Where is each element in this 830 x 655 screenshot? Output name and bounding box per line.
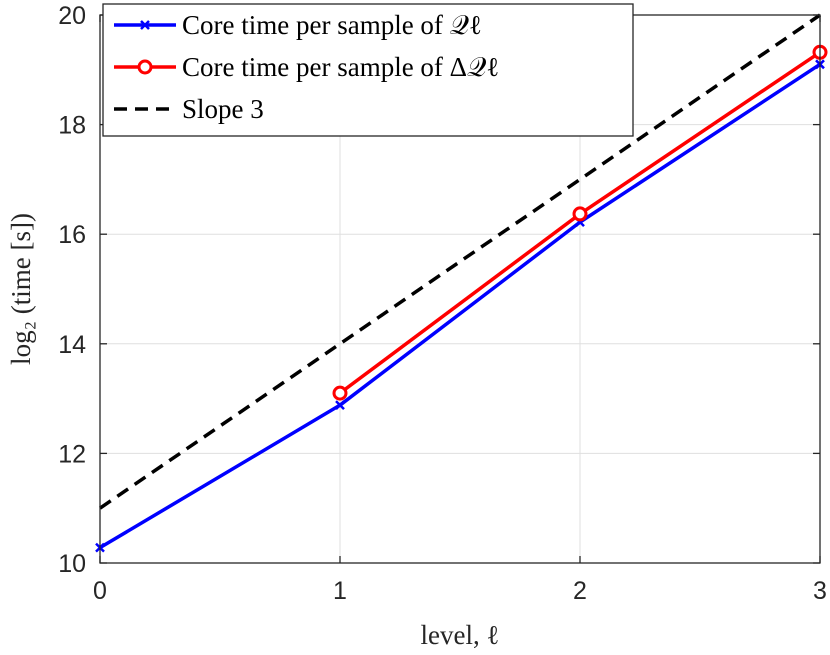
x-tick-label: 0 — [93, 577, 107, 605]
series-layer — [95, 13, 828, 553]
x-marker — [140, 20, 150, 30]
x-tick-label: 2 — [573, 577, 587, 605]
x-tick-label: 3 — [813, 577, 827, 605]
circle-marker — [332, 385, 348, 401]
x-marker — [335, 400, 345, 411]
series-line — [99, 62, 821, 550]
y-tick-label: 18 — [58, 112, 86, 140]
x-axis-label: level, ℓ — [421, 620, 500, 650]
circle-marker — [572, 206, 588, 222]
series-core-time-per-sample-of- — [332, 44, 828, 401]
legend-box — [102, 3, 634, 137]
x-tick-label: 1 — [333, 577, 347, 605]
legend: Core time per sample of 𝒬ℓ Core time per … — [102, 3, 634, 137]
y-axis-label: log₂ (time [s]) — [6, 213, 36, 365]
y-tick-label: 14 — [58, 331, 86, 359]
y-tick-label: 16 — [58, 221, 86, 249]
y-tick-label: 10 — [58, 550, 86, 578]
legend-entry: Core time per sample of Δ𝒬ℓ — [182, 52, 499, 82]
legend-entry: Slope 3 — [182, 94, 264, 124]
circle-marker — [137, 59, 153, 75]
y-tick-label: 12 — [58, 440, 86, 468]
legend-entry: Core time per sample of 𝒬ℓ — [182, 10, 482, 40]
y-tick-label: 20 — [58, 2, 86, 30]
